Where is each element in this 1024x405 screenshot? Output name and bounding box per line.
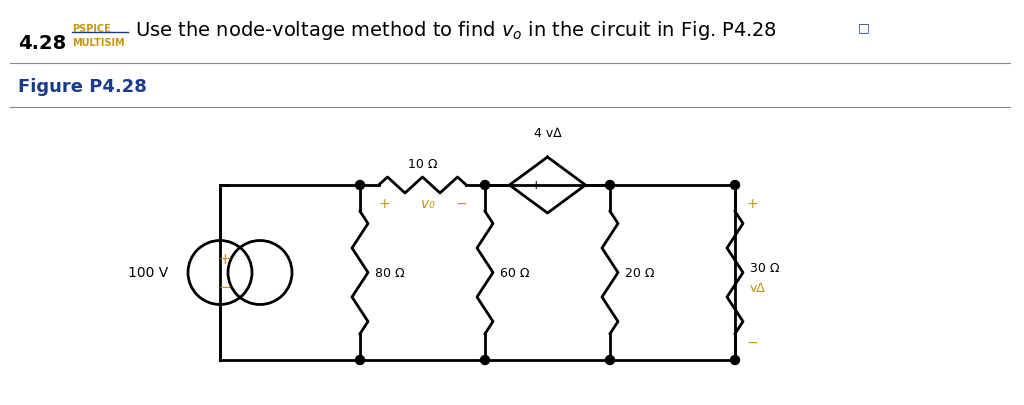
Circle shape [355, 181, 365, 190]
Text: −: − [554, 179, 565, 192]
Text: v₀: v₀ [421, 196, 434, 211]
Circle shape [605, 356, 614, 364]
Text: Use the node-voltage method to find $v_o$ in the circuit in Fig. P4.28: Use the node-voltage method to find $v_o… [135, 19, 776, 41]
Text: 4.28: 4.28 [18, 34, 67, 53]
Circle shape [480, 356, 489, 364]
Text: 20 Ω: 20 Ω [625, 266, 654, 279]
Text: PSPICE: PSPICE [72, 24, 111, 34]
Text: +: + [746, 196, 759, 211]
Circle shape [480, 181, 489, 190]
Text: 60 Ω: 60 Ω [500, 266, 529, 279]
Text: 80 Ω: 80 Ω [375, 266, 404, 279]
Text: 30 Ω: 30 Ω [750, 261, 779, 274]
Text: 4 v∆: 4 v∆ [534, 127, 561, 140]
Circle shape [730, 356, 739, 364]
Text: −: − [746, 335, 759, 349]
Text: Figure P4.28: Figure P4.28 [18, 78, 146, 96]
Circle shape [605, 181, 614, 190]
Text: v∆: v∆ [750, 281, 766, 294]
Text: 10 Ω: 10 Ω [408, 158, 437, 171]
Text: +: + [530, 179, 541, 192]
Text: MULTISIM: MULTISIM [72, 38, 125, 48]
Circle shape [355, 356, 365, 364]
Text: −: − [456, 196, 467, 211]
Text: □: □ [858, 21, 869, 34]
Text: +: + [378, 196, 389, 211]
Text: 100 V: 100 V [128, 266, 168, 280]
Text: +: + [219, 252, 231, 266]
Text: −: − [219, 279, 231, 294]
Circle shape [730, 181, 739, 190]
